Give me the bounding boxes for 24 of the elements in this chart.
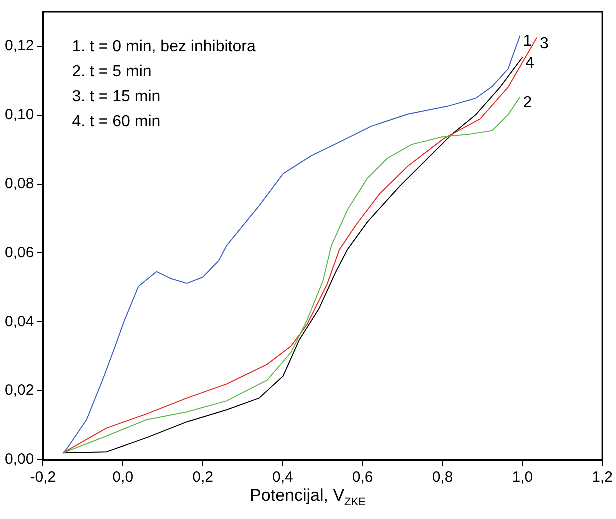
annotation: 3. t = 15 min (72, 88, 161, 106)
x-tick-label: -0,2 (30, 469, 56, 486)
y-tick-label: 0,10 (4, 106, 34, 124)
x-tick-label: 1,2 (592, 469, 614, 486)
y-tick-label: 0,12 (4, 38, 34, 55)
annotation: 1. t = 0 min, bez inhibitora (72, 38, 256, 56)
x-tick-label: 0,2 (192, 469, 214, 486)
x-tick-label: 0,4 (272, 469, 294, 486)
series-label: 3 (540, 35, 550, 52)
annotation: 4. t = 60 min (72, 113, 161, 130)
x-tick-label: 0,8 (432, 469, 454, 486)
y-tick-label: 0,04 (4, 313, 34, 330)
series-label: 2 (523, 94, 532, 112)
series-label: 4 (526, 54, 535, 72)
x-axis-title: Potencijal, V$_{ZKE}$ (249, 486, 367, 508)
y-tick-label: 0,00 (4, 451, 34, 468)
y-tick-label: 0,06 (4, 244, 34, 262)
y-tick-label: 0,02 (4, 382, 34, 400)
x-tick-label: 0,6 (352, 469, 374, 486)
x-tick-label: 0,0 (112, 469, 134, 486)
annotation: 2. t = 5 min (72, 63, 152, 80)
y-tick-label: 0,08 (4, 175, 34, 192)
series-label: 1 (523, 33, 532, 50)
x-tick-label: 1,0 (512, 469, 534, 486)
